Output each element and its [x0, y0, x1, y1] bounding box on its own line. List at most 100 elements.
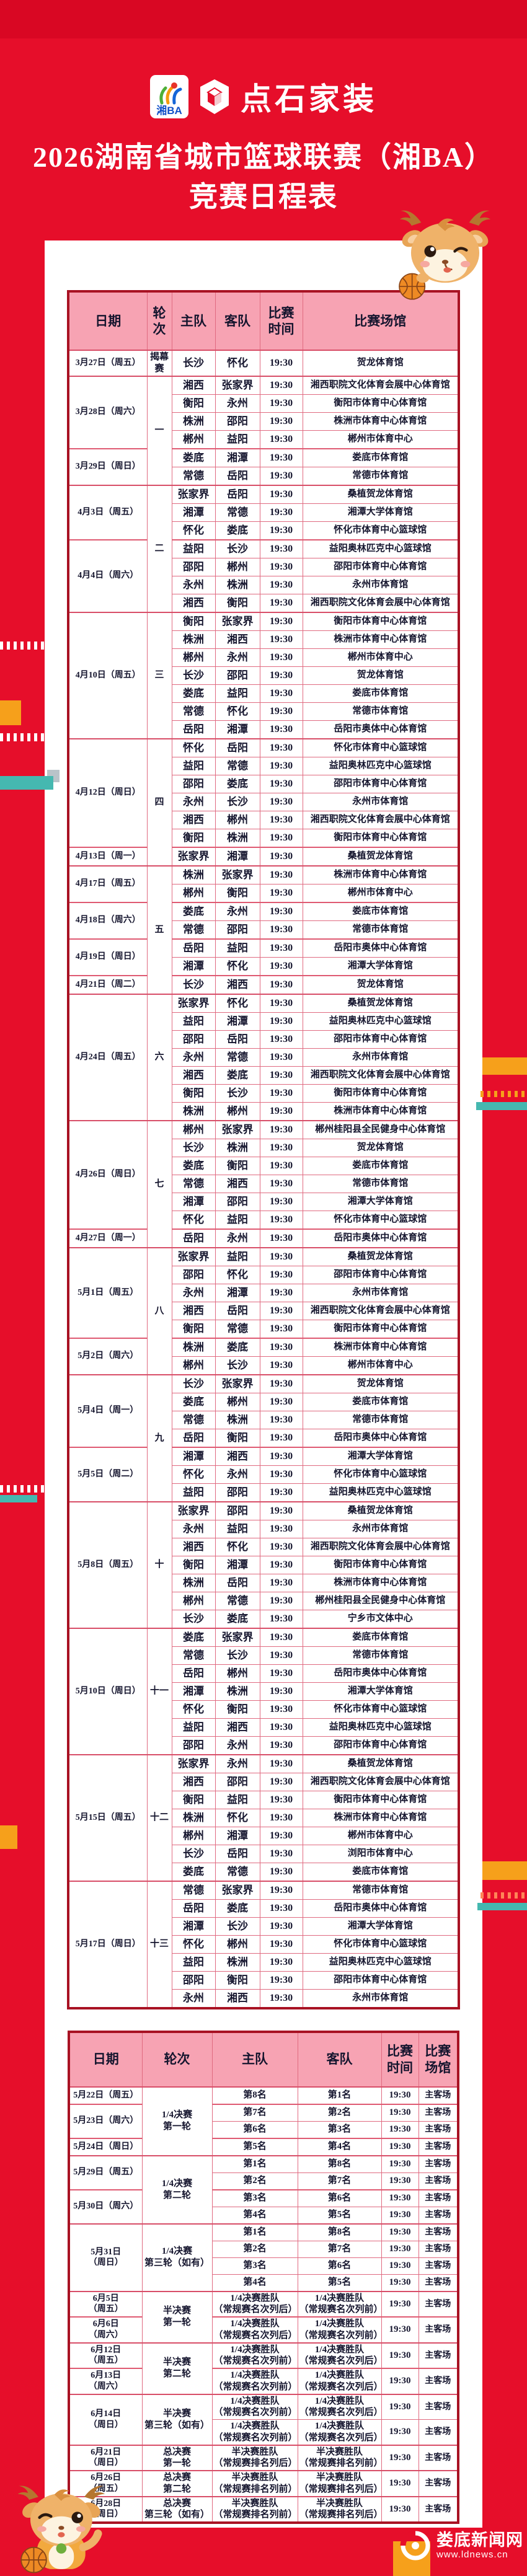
away-team-cell: 湘潭	[215, 720, 260, 739]
venue-cell: 岳阳市奥体中心体育馆	[302, 1228, 459, 1248]
home-team-cell: 长沙	[171, 1609, 216, 1628]
venue-cell: 郴州市体育中心	[302, 883, 459, 902]
venue-cell: 湘西职院文化体育会展中心体育馆	[302, 593, 459, 612]
away-team-cell: 第8名	[297, 2155, 382, 2173]
home-team-cell: 1/4决赛胜队 （常规赛名次列前）	[211, 2393, 298, 2420]
venue-cell: 邵阳市体育中心体育馆	[302, 1970, 459, 1990]
game-row: 永州 常德 19:30 永州市体育馆	[68, 1048, 459, 1067]
game-row: 衡阳 株洲 19:30 衡阳市体育中心体育馆	[68, 828, 459, 847]
brand-row: 湘BA 点石家装	[0, 74, 527, 119]
home-team-cell: 永州	[171, 792, 216, 811]
home-team-cell: 娄底	[171, 1156, 216, 1175]
away-team-cell: 永州	[215, 648, 260, 667]
time-cell: 19:30	[381, 2257, 419, 2275]
edge-orange-left-2	[0, 1825, 17, 1849]
away-team-cell: 第6名	[297, 2189, 382, 2207]
away-team-cell: 湘潭	[215, 846, 260, 866]
date-cell: 4月12日（周日）	[68, 738, 148, 847]
home-team-cell: 第1名	[211, 2155, 298, 2173]
away-team-cell: 常德	[215, 756, 260, 775]
game-row: 6月12日 （周五） 半决赛 第二轮 1/4决赛胜队 （常规赛名次列前） 1/4决赛胜…	[68, 2342, 459, 2394]
game-row: 衡阳 湘潭 19:30 衡阳市体育中心体育馆	[68, 1555, 459, 1574]
game-row: 岳阳 湘潭 19:30 岳阳市奥体中心体育馆	[68, 720, 459, 739]
time-cell: 19:30	[259, 828, 303, 847]
away-team-cell: 长沙	[215, 1646, 260, 1665]
game-row: 永州 益阳 19:30 永州市体育馆	[68, 1519, 459, 1538]
date-cell: 5月10日（周日）	[68, 1627, 148, 1755]
time-cell: 19:30	[259, 1519, 303, 1538]
away-team-cell: 常德	[215, 1862, 260, 1881]
home-team-cell: 怀化	[171, 1700, 216, 1719]
edge-dashes-left-3	[0, 1485, 46, 1493]
time-cell: 19:30	[259, 1138, 303, 1157]
time-cell: 19:30	[259, 1808, 303, 1827]
time-cell: 19:30	[259, 1156, 303, 1175]
header-row: 日期 轮次 主队 客队 比赛 时间 比赛 场馆	[68, 2031, 459, 2087]
game-row: 怀化 娄底 19:30 怀化市体育中心篮球馆	[68, 521, 459, 540]
round-cell: 揭幕赛	[146, 350, 172, 376]
home-team-cell: 永州	[171, 1988, 216, 2008]
game-row: 益阳 湘潭 19:30 益阳奥林匹克中心篮球馆	[68, 1012, 459, 1031]
game-row: 5月4日（周一）九长沙 张家界 19:30 贺龙体育馆	[68, 1374, 459, 1502]
time-cell: 19:30	[259, 1988, 303, 2008]
game-row: 湘西 邵阳 19:30 湘西职院文化体育会展中心体育馆	[68, 1772, 459, 1791]
time-cell: 19:30	[381, 2470, 419, 2497]
xiangba-badge-logo: 湘BA	[150, 75, 188, 118]
away-team-cell: 株洲	[215, 1410, 260, 1429]
home-team-cell: 长沙	[171, 1374, 216, 1393]
time-cell: 19:30	[259, 1192, 303, 1211]
date-cell: 4月4日（周六）	[68, 539, 148, 612]
time-cell: 19:30	[259, 1573, 303, 1592]
game-row: 6月6日 （周六） 1/4决赛胜队 （常规赛名次列后） 1/4决赛胜队 （常规赛名次…	[68, 2316, 459, 2343]
game-row: 郴州 益阳 19:30 郴州市体育中心	[68, 430, 459, 449]
time-cell: 19:30	[259, 521, 303, 540]
home-team-cell: 怀化	[171, 521, 216, 540]
xiangba-badge-text: 湘BA	[156, 105, 182, 117]
time-cell: 19:30	[381, 2155, 419, 2173]
home-team-cell: 1/4决赛胜队 （常规赛名次列后）	[211, 2290, 298, 2318]
away-team-cell: 衡阳	[215, 1970, 260, 1990]
home-team-cell: 株洲	[171, 1337, 216, 1357]
game-row: 长沙 岳阳 19:30 浏阳市体育中心	[68, 1844, 459, 1863]
away-team-cell: 邵阳	[215, 1772, 260, 1791]
away-team-cell: 郴州	[215, 1392, 260, 1411]
time-cell: 19:30	[259, 1337, 303, 1357]
home-team-cell: 衡阳	[171, 1319, 216, 1338]
time-cell: 19:30	[259, 575, 303, 594]
venue-cell: 怀化市体育中心篮球馆	[302, 1700, 459, 1719]
time-cell: 19:30	[259, 1246, 303, 1266]
home-team-cell: 怀化	[171, 1210, 216, 1229]
date-cell: 5月2日（周六）	[68, 1337, 148, 1375]
venue-cell: 永州市体育馆	[302, 575, 459, 594]
venue-cell: 永州市体育馆	[302, 1519, 459, 1538]
time-cell: 19:30	[259, 993, 303, 1013]
venue-cell: 湘西职院文化体育会展中心体育馆	[302, 810, 459, 829]
round-cell: 半决赛 第一轮	[141, 2290, 213, 2343]
time-cell: 19:30	[259, 1646, 303, 1665]
home-team-cell: 娄底	[171, 1627, 216, 1647]
game-row: 娄底 郴州 19:30 娄底市体育馆	[68, 1392, 459, 1411]
game-row: 第2名 第7名 19:30 主客场	[69, 2172, 459, 2190]
home-team-cell: 第7名	[211, 2103, 298, 2122]
dianshi-gem-icon	[200, 79, 229, 114]
round-cell: 半决赛 第二轮	[141, 2342, 213, 2394]
time-cell: 19:30	[259, 1753, 303, 1773]
venue-cell: 主客场	[418, 2274, 459, 2291]
time-cell: 19:30	[259, 1048, 303, 1067]
playoff-table: 日期 轮次 主队 客队 比赛 时间 比赛 场馆 5月22日（周五） 1/4决赛 第一轮 第8名第…	[68, 2030, 459, 2524]
time-cell: 19:30	[259, 1934, 303, 1954]
game-row: 5月2日（周六） 株洲 娄底 19:30 株洲市体育中心体育馆	[68, 1337, 459, 1375]
date-cell: 5月15日（周五）	[68, 1753, 148, 1881]
time-cell: 19:30	[259, 1319, 303, 1338]
round-cell: 七	[146, 1119, 172, 1248]
away-team-cell: 张家界	[215, 1374, 260, 1393]
home-team-cell: 常德	[171, 466, 216, 485]
round-cell: 一	[146, 375, 172, 485]
time-cell: 19:30	[259, 1899, 303, 1918]
game-row: 岳阳 衡阳 19:30 岳阳市奥体中心体育馆	[68, 1428, 459, 1447]
home-team-cell: 常德	[171, 1880, 216, 1900]
away-team-cell: 永州	[215, 394, 260, 413]
venue-cell: 株洲市体育中心体育馆	[302, 630, 459, 649]
venue-cell: 主客场	[418, 2206, 459, 2224]
home-team-cell: 郴州	[171, 883, 216, 902]
